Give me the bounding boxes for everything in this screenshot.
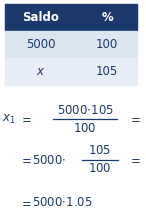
Text: $x$: $x$ [36,65,46,78]
Text: $=$: $=$ [19,153,32,167]
Text: Saldo: Saldo [23,11,59,24]
Text: $=$: $=$ [128,153,141,167]
Text: 100: 100 [96,38,118,51]
Bar [5,31,137,58]
Text: $=$: $=$ [128,112,141,126]
Text: $=$: $=$ [19,112,32,126]
Bar [5,4,137,31]
Text: $100$: $100$ [88,163,112,176]
Text: $5000{\cdot}105$: $5000{\cdot}105$ [57,103,113,116]
Text: 5000: 5000 [26,38,56,51]
Text: $105$: $105$ [88,145,112,157]
Bar [5,58,137,85]
Text: $5000{\cdot}$: $5000{\cdot}$ [32,153,66,167]
Text: $5000{\cdot}1.05$: $5000{\cdot}1.05$ [32,196,93,209]
Text: $x_1$: $x_1$ [2,112,16,126]
Text: $100$: $100$ [73,122,97,134]
Text: $=$: $=$ [19,196,32,209]
Text: %: % [101,11,113,24]
Text: 105: 105 [96,65,118,78]
